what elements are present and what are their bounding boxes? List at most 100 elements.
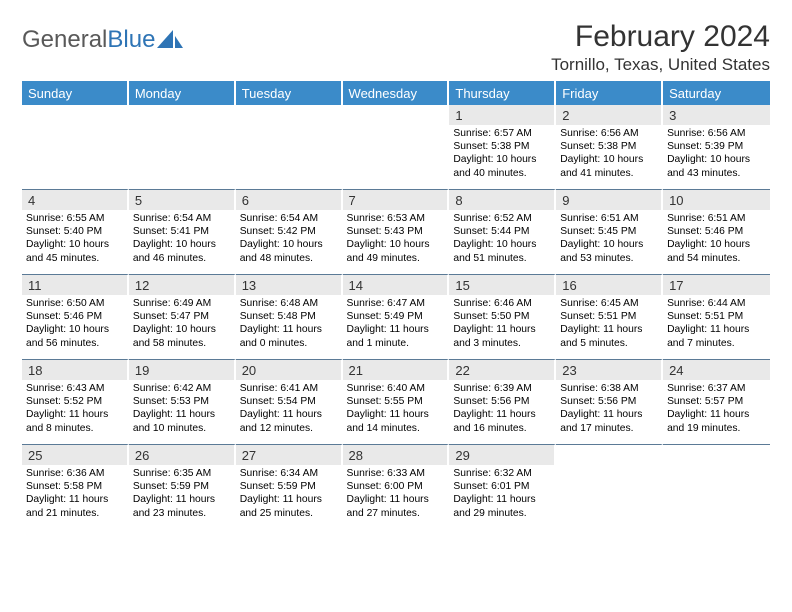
brand-sail-icon <box>157 30 183 50</box>
day-number-cell: 23 <box>556 359 663 380</box>
empty-cell <box>343 125 450 189</box>
day-detail-text: Sunrise: 6:51 AMSunset: 5:45 PMDaylight:… <box>560 210 657 265</box>
daynum-row: 2526272829 <box>22 444 770 465</box>
day-number-cell: 29 <box>449 444 556 465</box>
day-data-row: Sunrise: 6:55 AMSunset: 5:40 PMDaylight:… <box>22 210 770 274</box>
day-detail-text: Sunrise: 6:52 AMSunset: 5:44 PMDaylight:… <box>453 210 550 265</box>
weekday-header: Thursday <box>449 81 556 105</box>
day-number-cell: 24 <box>663 359 770 380</box>
day-detail-text: Sunrise: 6:54 AMSunset: 5:42 PMDaylight:… <box>240 210 337 265</box>
day-number-cell: 28 <box>343 444 450 465</box>
day-data-cell: Sunrise: 6:42 AMSunset: 5:53 PMDaylight:… <box>129 380 236 444</box>
empty-cell <box>556 444 663 465</box>
day-data-cell: Sunrise: 6:51 AMSunset: 5:45 PMDaylight:… <box>556 210 663 274</box>
day-detail-text: Sunrise: 6:43 AMSunset: 5:52 PMDaylight:… <box>26 380 123 435</box>
weekday-header: Sunday <box>22 81 129 105</box>
day-detail-text: Sunrise: 6:45 AMSunset: 5:51 PMDaylight:… <box>560 295 657 350</box>
calendar-table: SundayMondayTuesdayWednesdayThursdayFrid… <box>22 81 770 529</box>
day-data-cell: Sunrise: 6:43 AMSunset: 5:52 PMDaylight:… <box>22 380 129 444</box>
day-data-cell: Sunrise: 6:55 AMSunset: 5:40 PMDaylight:… <box>22 210 129 274</box>
day-detail-text: Sunrise: 6:49 AMSunset: 5:47 PMDaylight:… <box>133 295 230 350</box>
day-data-cell: Sunrise: 6:54 AMSunset: 5:42 PMDaylight:… <box>236 210 343 274</box>
day-number-cell: 27 <box>236 444 343 465</box>
day-number-cell: 22 <box>449 359 556 380</box>
day-data-row: Sunrise: 6:36 AMSunset: 5:58 PMDaylight:… <box>22 465 770 529</box>
empty-cell <box>343 105 450 125</box>
day-data-cell: Sunrise: 6:32 AMSunset: 6:01 PMDaylight:… <box>449 465 556 529</box>
day-data-cell: Sunrise: 6:35 AMSunset: 5:59 PMDaylight:… <box>129 465 236 529</box>
day-detail-text: Sunrise: 6:36 AMSunset: 5:58 PMDaylight:… <box>26 465 123 520</box>
day-number-cell: 7 <box>343 189 450 210</box>
brand-gray-text: General <box>22 26 107 54</box>
day-data-cell: Sunrise: 6:52 AMSunset: 5:44 PMDaylight:… <box>449 210 556 274</box>
day-number-cell: 8 <box>449 189 556 210</box>
day-data-cell: Sunrise: 6:56 AMSunset: 5:38 PMDaylight:… <box>556 125 663 189</box>
daynum-row: 11121314151617 <box>22 274 770 295</box>
day-data-row: Sunrise: 6:43 AMSunset: 5:52 PMDaylight:… <box>22 380 770 444</box>
daynum-row: 45678910 <box>22 189 770 210</box>
day-data-cell: Sunrise: 6:46 AMSunset: 5:50 PMDaylight:… <box>449 295 556 359</box>
day-detail-text: Sunrise: 6:53 AMSunset: 5:43 PMDaylight:… <box>347 210 444 265</box>
title-block: February 2024 Tornillo, Texas, United St… <box>551 20 770 75</box>
day-detail-text: Sunrise: 6:56 AMSunset: 5:39 PMDaylight:… <box>667 125 766 180</box>
calendar-page: GeneralBlue February 2024 Tornillo, Texa… <box>0 0 792 529</box>
empty-cell <box>22 105 129 125</box>
location-text: Tornillo, Texas, United States <box>551 55 770 75</box>
empty-cell <box>663 465 770 529</box>
day-data-cell: Sunrise: 6:53 AMSunset: 5:43 PMDaylight:… <box>343 210 450 274</box>
empty-cell <box>129 105 236 125</box>
day-number-cell: 11 <box>22 274 129 295</box>
day-data-cell: Sunrise: 6:50 AMSunset: 5:46 PMDaylight:… <box>22 295 129 359</box>
empty-cell <box>22 125 129 189</box>
empty-cell <box>236 125 343 189</box>
day-data-cell: Sunrise: 6:33 AMSunset: 6:00 PMDaylight:… <box>343 465 450 529</box>
day-data-cell: Sunrise: 6:34 AMSunset: 5:59 PMDaylight:… <box>236 465 343 529</box>
day-number-cell: 5 <box>129 189 236 210</box>
day-data-cell: Sunrise: 6:37 AMSunset: 5:57 PMDaylight:… <box>663 380 770 444</box>
day-detail-text: Sunrise: 6:57 AMSunset: 5:38 PMDaylight:… <box>453 125 550 180</box>
day-detail-text: Sunrise: 6:39 AMSunset: 5:56 PMDaylight:… <box>453 380 550 435</box>
day-number-cell: 16 <box>556 274 663 295</box>
weekday-header: Saturday <box>663 81 770 105</box>
day-number-cell: 1 <box>449 105 556 125</box>
day-data-cell: Sunrise: 6:54 AMSunset: 5:41 PMDaylight:… <box>129 210 236 274</box>
day-number-cell: 20 <box>236 359 343 380</box>
day-number-cell: 26 <box>129 444 236 465</box>
brand-logo: GeneralBlue <box>22 20 183 54</box>
day-number-cell: 4 <box>22 189 129 210</box>
empty-cell <box>236 105 343 125</box>
day-number-cell: 9 <box>556 189 663 210</box>
day-detail-text: Sunrise: 6:37 AMSunset: 5:57 PMDaylight:… <box>667 380 766 435</box>
day-data-cell: Sunrise: 6:41 AMSunset: 5:54 PMDaylight:… <box>236 380 343 444</box>
day-number-cell: 15 <box>449 274 556 295</box>
day-detail-text: Sunrise: 6:46 AMSunset: 5:50 PMDaylight:… <box>453 295 550 350</box>
day-number-cell: 10 <box>663 189 770 210</box>
weekday-header: Monday <box>129 81 236 105</box>
weekday-header-row: SundayMondayTuesdayWednesdayThursdayFrid… <box>22 81 770 105</box>
day-detail-text: Sunrise: 6:42 AMSunset: 5:53 PMDaylight:… <box>133 380 230 435</box>
day-data-row: Sunrise: 6:57 AMSunset: 5:38 PMDaylight:… <box>22 125 770 189</box>
day-number-cell: 19 <box>129 359 236 380</box>
day-data-cell: Sunrise: 6:48 AMSunset: 5:48 PMDaylight:… <box>236 295 343 359</box>
day-number-cell: 17 <box>663 274 770 295</box>
day-detail-text: Sunrise: 6:44 AMSunset: 5:51 PMDaylight:… <box>667 295 766 350</box>
day-number-cell: 25 <box>22 444 129 465</box>
day-data-cell: Sunrise: 6:47 AMSunset: 5:49 PMDaylight:… <box>343 295 450 359</box>
day-data-row: Sunrise: 6:50 AMSunset: 5:46 PMDaylight:… <box>22 295 770 359</box>
brand-blue-text: Blue <box>107 26 155 54</box>
day-detail-text: Sunrise: 6:51 AMSunset: 5:46 PMDaylight:… <box>667 210 766 265</box>
day-data-cell: Sunrise: 6:38 AMSunset: 5:56 PMDaylight:… <box>556 380 663 444</box>
day-data-cell: Sunrise: 6:40 AMSunset: 5:55 PMDaylight:… <box>343 380 450 444</box>
header-row: GeneralBlue February 2024 Tornillo, Texa… <box>22 20 770 75</box>
day-number-cell: 21 <box>343 359 450 380</box>
day-detail-text: Sunrise: 6:35 AMSunset: 5:59 PMDaylight:… <box>133 465 230 520</box>
day-number-cell: 6 <box>236 189 343 210</box>
day-data-cell: Sunrise: 6:56 AMSunset: 5:39 PMDaylight:… <box>663 125 770 189</box>
day-data-cell: Sunrise: 6:36 AMSunset: 5:58 PMDaylight:… <box>22 465 129 529</box>
day-detail-text: Sunrise: 6:34 AMSunset: 5:59 PMDaylight:… <box>240 465 337 520</box>
weekday-header: Wednesday <box>343 81 450 105</box>
day-detail-text: Sunrise: 6:33 AMSunset: 6:00 PMDaylight:… <box>347 465 444 520</box>
day-data-cell: Sunrise: 6:39 AMSunset: 5:56 PMDaylight:… <box>449 380 556 444</box>
day-detail-text: Sunrise: 6:48 AMSunset: 5:48 PMDaylight:… <box>240 295 337 350</box>
day-detail-text: Sunrise: 6:47 AMSunset: 5:49 PMDaylight:… <box>347 295 444 350</box>
